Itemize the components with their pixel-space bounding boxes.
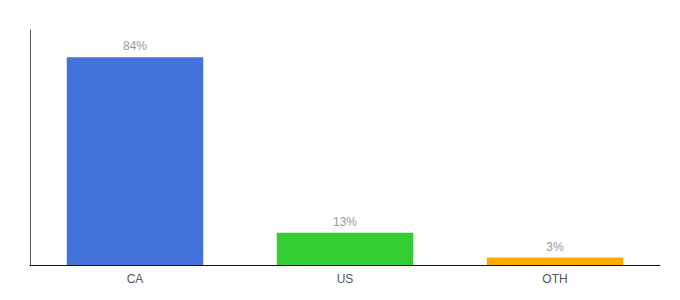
svg-text:US: US <box>337 272 354 286</box>
svg-text:84%: 84% <box>123 39 147 53</box>
svg-text:13%: 13% <box>333 215 357 229</box>
svg-text:CA: CA <box>127 272 144 286</box>
svg-text:OTH: OTH <box>542 272 567 286</box>
svg-text:3%: 3% <box>546 240 564 254</box>
